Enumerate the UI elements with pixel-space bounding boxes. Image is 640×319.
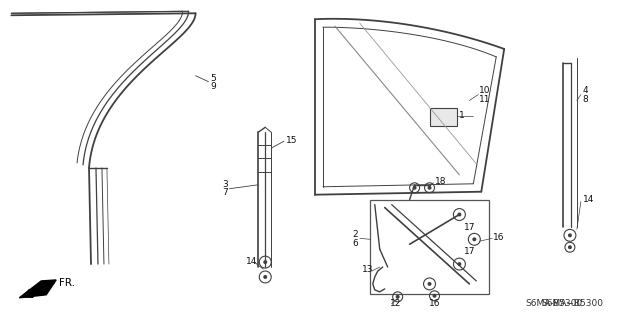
Text: 1: 1 [460, 111, 465, 120]
Text: 15: 15 [286, 136, 298, 145]
Text: 11: 11 [479, 95, 491, 104]
Text: 10: 10 [479, 86, 491, 95]
Text: 16: 16 [429, 299, 440, 308]
Text: 3: 3 [223, 180, 228, 189]
Bar [429, 108, 458, 126]
Circle shape [458, 262, 461, 266]
Text: 12: 12 [390, 299, 401, 308]
Circle shape [458, 212, 461, 217]
Text: 13: 13 [362, 264, 373, 273]
Text: 2: 2 [352, 230, 358, 239]
Text: FR.: FR. [59, 278, 75, 288]
Text: 4: 4 [583, 86, 588, 95]
Text: S6MA-B5300: S6MA-B5300 [525, 299, 582, 308]
Text: 9: 9 [211, 82, 216, 91]
Text: 16: 16 [493, 233, 505, 242]
Polygon shape [19, 280, 56, 298]
Circle shape [428, 282, 431, 286]
Circle shape [413, 186, 417, 190]
Text: S6MA−B5300: S6MA−B5300 [541, 299, 603, 308]
Text: 18: 18 [435, 177, 446, 186]
Text: 14: 14 [583, 195, 594, 204]
Circle shape [472, 237, 476, 241]
Circle shape [263, 275, 268, 279]
Text: 17: 17 [465, 247, 476, 256]
Text: 6: 6 [352, 239, 358, 248]
Circle shape [428, 186, 431, 190]
Circle shape [263, 260, 268, 264]
Text: 14: 14 [246, 256, 258, 266]
Bar [370, 200, 489, 294]
Circle shape [568, 245, 572, 249]
Text: 5: 5 [211, 74, 216, 83]
Text: 7: 7 [223, 188, 228, 197]
Circle shape [396, 295, 399, 299]
Text: 17: 17 [465, 223, 476, 232]
Circle shape [568, 234, 572, 237]
Text: 8: 8 [583, 95, 589, 104]
Circle shape [433, 294, 436, 298]
